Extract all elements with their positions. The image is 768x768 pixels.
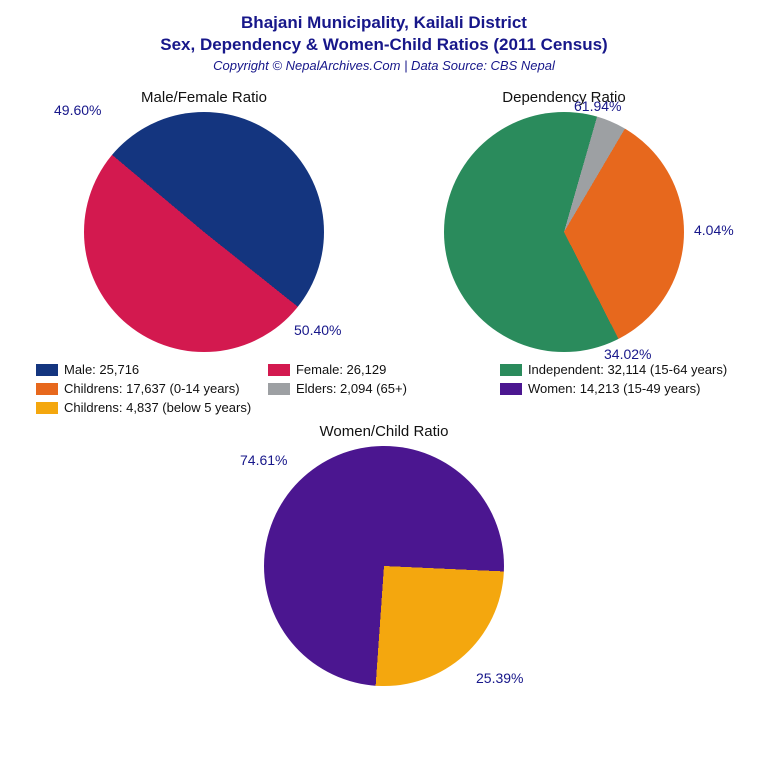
title-block: Bhajani Municipality, Kailali District S…: [0, 0, 768, 73]
legend-text: Childrens: 17,637 (0-14 years): [64, 381, 240, 396]
legend-text: Elders: 2,094 (65+): [296, 381, 407, 396]
legend-swatch: [500, 364, 522, 376]
legend-item: Independent: 32,114 (15-64 years): [500, 362, 732, 377]
pie-wrap-sex: 49.60% 50.40%: [84, 112, 324, 352]
chart-dependency-ratio: Dependency Ratio 61.94% 4.04% 34.02%: [394, 89, 734, 352]
pct-label-female: 50.40%: [294, 322, 341, 338]
legend: Male: 25,716 Female: 26,129 Independent: 3…: [0, 352, 768, 415]
legend-text: Independent: 32,114 (15-64 years): [528, 362, 727, 377]
pct-label-male: 49.60%: [54, 102, 101, 118]
legend-swatch: [500, 383, 522, 395]
pct-label-independent: 61.94%: [574, 98, 621, 114]
subtitle: Copyright © NepalArchives.Com | Data Sou…: [0, 58, 768, 73]
pie-wrap-womenchild: 74.61% 25.39%: [264, 446, 504, 686]
legend-item: Childrens: 17,637 (0-14 years): [36, 381, 268, 396]
legend-swatch: [268, 364, 290, 376]
legend-item: Male: 25,716: [36, 362, 268, 377]
legend-swatch: [36, 364, 58, 376]
legend-item: Women: 14,213 (15-49 years): [500, 381, 732, 396]
legend-item: Childrens: 4,837 (below 5 years): [36, 400, 268, 415]
chart-title-womenchild: Women/Child Ratio: [0, 423, 768, 440]
pie-dependency: [444, 112, 684, 352]
legend-item: Elders: 2,094 (65+): [268, 381, 500, 396]
pie-womenchild: [264, 446, 504, 686]
title-line-1: Bhajani Municipality, Kailali District: [0, 12, 768, 34]
legend-text: Childrens: 4,837 (below 5 years): [64, 400, 251, 415]
legend-text: Women: 14,213 (15-49 years): [528, 381, 700, 396]
chart-women-child-ratio: Women/Child Ratio 74.61% 25.39%: [0, 423, 768, 686]
legend-text: Female: 26,129: [296, 362, 386, 377]
pct-label-childrens-wc: 25.39%: [476, 670, 523, 686]
chart-title-dependency: Dependency Ratio: [394, 89, 734, 106]
legend-swatch: [36, 383, 58, 395]
legend-text: Male: 25,716: [64, 362, 139, 377]
legend-swatch: [36, 402, 58, 414]
legend-item: Female: 26,129: [268, 362, 500, 377]
pct-label-elders: 4.04%: [694, 222, 734, 238]
legend-swatch: [268, 383, 290, 395]
chart-sex-ratio: Male/Female Ratio 49.60% 50.40%: [34, 89, 374, 352]
pct-label-women: 74.61%: [240, 452, 287, 468]
pie-sex: [84, 112, 324, 352]
title-line-2: Sex, Dependency & Women-Child Ratios (20…: [0, 34, 768, 56]
pie-wrap-dependency: 61.94% 4.04% 34.02%: [444, 112, 684, 352]
pct-label-childrens-dep: 34.02%: [604, 346, 651, 362]
charts-top-row: Male/Female Ratio 49.60% 50.40% Dependen…: [0, 89, 768, 352]
